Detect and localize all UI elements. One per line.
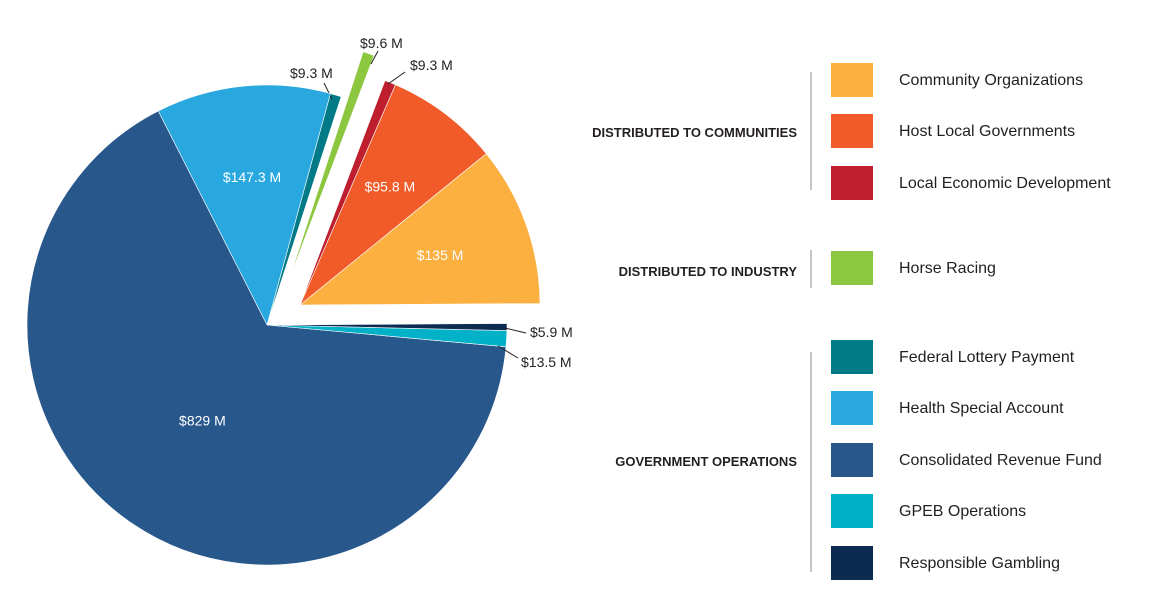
legend-group-government-operations: GOVERNMENT OPERATIONS Federal Lottery Pay… — [615, 340, 1102, 580]
legend-label-host-local-governments: Host Local Governments — [899, 123, 1075, 140]
leader-line-gpeb-operations — [497, 345, 519, 359]
legend-group-title: GOVERNMENT OPERATIONS — [615, 454, 797, 469]
legend: DISTRIBUTED TO COMMUNITIES Community Orga… — [592, 63, 1111, 580]
legend-label-responsible-gambling: Responsible Gambling — [899, 555, 1060, 572]
leader-line-local-economic-development — [387, 71, 406, 85]
legend-swatch-host-local-governments — [831, 114, 873, 148]
data-label-federal-lottery-payment: $9.3 M — [290, 65, 333, 81]
pie-slice-host-local-governments — [299, 84, 487, 306]
pie-slice-horse-racing — [288, 51, 375, 281]
legend-swatch-health-special-account — [831, 391, 873, 425]
data-label-horse-racing: $9.6 M — [360, 35, 403, 51]
legend-label-community-organizations: Community Organizations — [899, 72, 1083, 89]
data-label-health-special-account: $147.3 M — [223, 169, 281, 185]
legend-label-federal-lottery-payment: Federal Lottery Payment — [899, 349, 1075, 366]
pie-slice-responsible-gambling — [266, 323, 508, 331]
legend-group-distributed-to-communities: DISTRIBUTED TO COMMUNITIES Community Orga… — [592, 63, 1111, 200]
legend-label-gpeb-operations: GPEB Operations — [899, 503, 1026, 520]
data-label-host-local-governments: $95.8 M — [365, 178, 416, 194]
legend-group-title: DISTRIBUTED TO COMMUNITIES — [592, 125, 797, 140]
legend-label-consolidated-revenue-fund: Consolidated Revenue Fund — [899, 452, 1102, 469]
data-label-responsible-gambling: $5.9 M — [530, 324, 573, 340]
data-label-community-organizations: $135 M — [417, 247, 464, 263]
legend-swatch-horse-racing — [831, 251, 873, 285]
data-label-gpeb-operations: $13.5 M — [521, 354, 572, 370]
legend-label-local-economic-development: Local Economic Development — [899, 175, 1111, 192]
legend-group-distributed-to-industry: DISTRIBUTED TO INDUSTRY Horse Racing — [619, 250, 996, 288]
legend-swatch-community-organizations — [831, 63, 873, 97]
legend-label-horse-racing: Horse Racing — [899, 260, 996, 277]
legend-swatch-consolidated-revenue-fund — [831, 443, 873, 477]
legend-swatch-local-economic-development — [831, 166, 873, 200]
leader-line-federal-lottery-payment — [323, 82, 333, 100]
leader-line-responsible-gambling — [504, 327, 527, 334]
legend-label-health-special-account: Health Special Account — [899, 400, 1064, 417]
legend-swatch-responsible-gambling — [831, 546, 873, 580]
pie: $135 M $95.8 M $9.3 M $9.6 M $9.3 M $147.3 M $… — [26, 35, 573, 566]
pie-slice-health-special-account — [157, 84, 331, 326]
pie-slice-community-organizations — [299, 153, 541, 306]
data-label-consolidated-revenue-fund: $829 M — [179, 412, 226, 428]
pie-slice-consolidated-revenue-fund — [26, 110, 507, 566]
legend-swatch-federal-lottery-payment — [831, 340, 873, 374]
leader-line-horse-racing — [370, 50, 379, 65]
legend-swatch-gpeb-operations — [831, 494, 873, 528]
legend-group-title: DISTRIBUTED TO INDUSTRY — [619, 264, 798, 279]
data-label-local-economic-development: $9.3 M — [410, 57, 453, 73]
